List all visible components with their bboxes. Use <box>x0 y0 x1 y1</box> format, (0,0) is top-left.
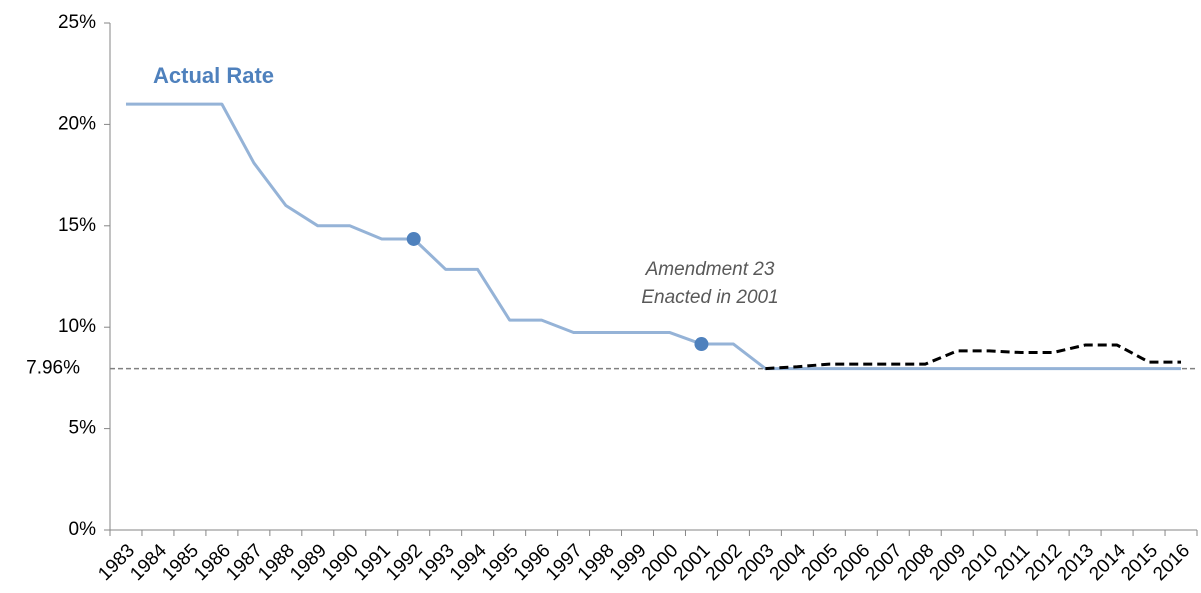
x-tick-label: 2005 <box>798 540 843 585</box>
series-line <box>125 102 1182 371</box>
y-tick-label: 0% <box>69 519 97 540</box>
series-label: Actual Rate <box>153 63 274 88</box>
x-tick-label: 2001 <box>670 540 715 585</box>
x-tick-label: 2008 <box>894 540 939 585</box>
x-tick-label: 2003 <box>734 540 779 585</box>
x-tick-label: 1997 <box>542 540 587 585</box>
y-tick-label: 10% <box>58 316 96 337</box>
data-point <box>694 337 709 352</box>
x-tick-label: 2012 <box>1021 540 1066 585</box>
x-tick-label: 2009 <box>926 540 971 585</box>
x-tick-label: 1983 <box>94 540 139 585</box>
x-tick-label: 1995 <box>478 540 523 585</box>
x-tick-label: 2000 <box>638 540 683 585</box>
x-tick-label: 1991 <box>350 540 395 585</box>
x-tick-label: 1992 <box>382 540 427 585</box>
x-tick-label: 2015 <box>1117 540 1162 585</box>
y-tick-label: 20% <box>58 113 96 134</box>
x-tick-label: 2007 <box>862 540 907 585</box>
x-tick-label: 1993 <box>414 540 459 585</box>
x-tick-label: 1988 <box>254 540 299 585</box>
x-tick-label: 2010 <box>958 540 1003 585</box>
y-tick-label: 5% <box>69 418 97 439</box>
annotation: Amendment 23 <box>645 259 775 280</box>
data-point <box>406 231 421 246</box>
x-tick-label: 2002 <box>702 540 747 585</box>
x-tick-label: 2006 <box>830 540 875 585</box>
x-tick-label: 1989 <box>286 540 331 585</box>
x-tick-label: 1987 <box>222 540 267 585</box>
x-tick-label: 1986 <box>190 540 235 585</box>
reference-label: 7.96% <box>26 358 80 379</box>
y-tick-label: 25% <box>58 12 96 33</box>
y-tick-label: 15% <box>58 215 96 236</box>
x-tick-label: 1996 <box>510 540 555 585</box>
x-tick-label: 1998 <box>574 540 619 585</box>
x-tick-label: 1985 <box>158 540 203 585</box>
x-tick-label: 1990 <box>318 540 363 585</box>
x-tick-label: 1999 <box>606 540 651 585</box>
x-tick-label: 2013 <box>1053 540 1098 585</box>
x-tick-label: 2016 <box>1149 540 1194 585</box>
series-line <box>765 343 1182 371</box>
annotation: Enacted in 2001 <box>641 287 778 308</box>
